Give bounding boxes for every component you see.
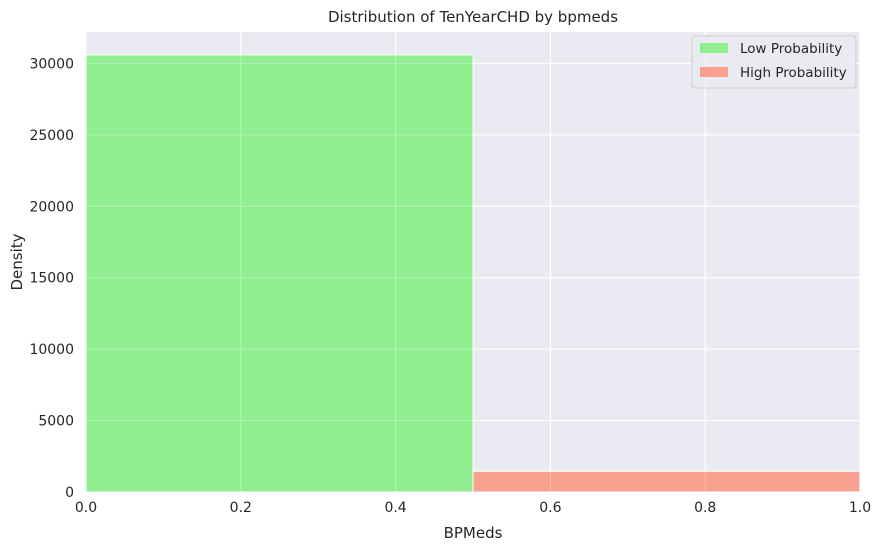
y-tick-label: 25000 (29, 128, 74, 144)
x-axis-label: BPMeds (444, 524, 503, 542)
tick-labels: 0.0 0.2 0.4 0.6 0.8 1.0 0 5000 10000 15000 20000 25… (29, 56, 871, 516)
x-tick-label: 0.4 (384, 500, 406, 516)
x-tick-label: 1.0 (849, 500, 871, 516)
chart-title: Distribution of TenYearCHD by bpmeds (328, 8, 618, 26)
legend-box (691, 35, 857, 89)
y-tick-label: 5000 (38, 414, 74, 430)
y-tick-label: 15000 (29, 271, 74, 287)
x-tick-label: 0.0 (75, 500, 97, 516)
legend-label-low: Low Probability (740, 41, 842, 57)
legend-label-high: High Probability (740, 65, 847, 81)
y-tick-label: 0 (65, 485, 74, 501)
bar-low-probability (85, 54, 474, 493)
y-tick-label: 20000 (29, 199, 74, 215)
legend: Low Probability High Probability (691, 35, 857, 89)
x-tick-label: 0.2 (230, 500, 252, 516)
bars (85, 54, 861, 493)
x-tick-label: 0.6 (539, 500, 561, 516)
y-axis-label: Density (8, 233, 26, 290)
bar-high-probability (472, 470, 861, 493)
grid-lines-overlay (85, 32, 861, 493)
y-tick-label: 10000 (29, 342, 74, 358)
legend-swatch-high (700, 67, 728, 77)
x-tick-label: 0.8 (694, 500, 716, 516)
y-tick-label: 30000 (29, 56, 74, 72)
legend-swatch-low (700, 43, 728, 53)
